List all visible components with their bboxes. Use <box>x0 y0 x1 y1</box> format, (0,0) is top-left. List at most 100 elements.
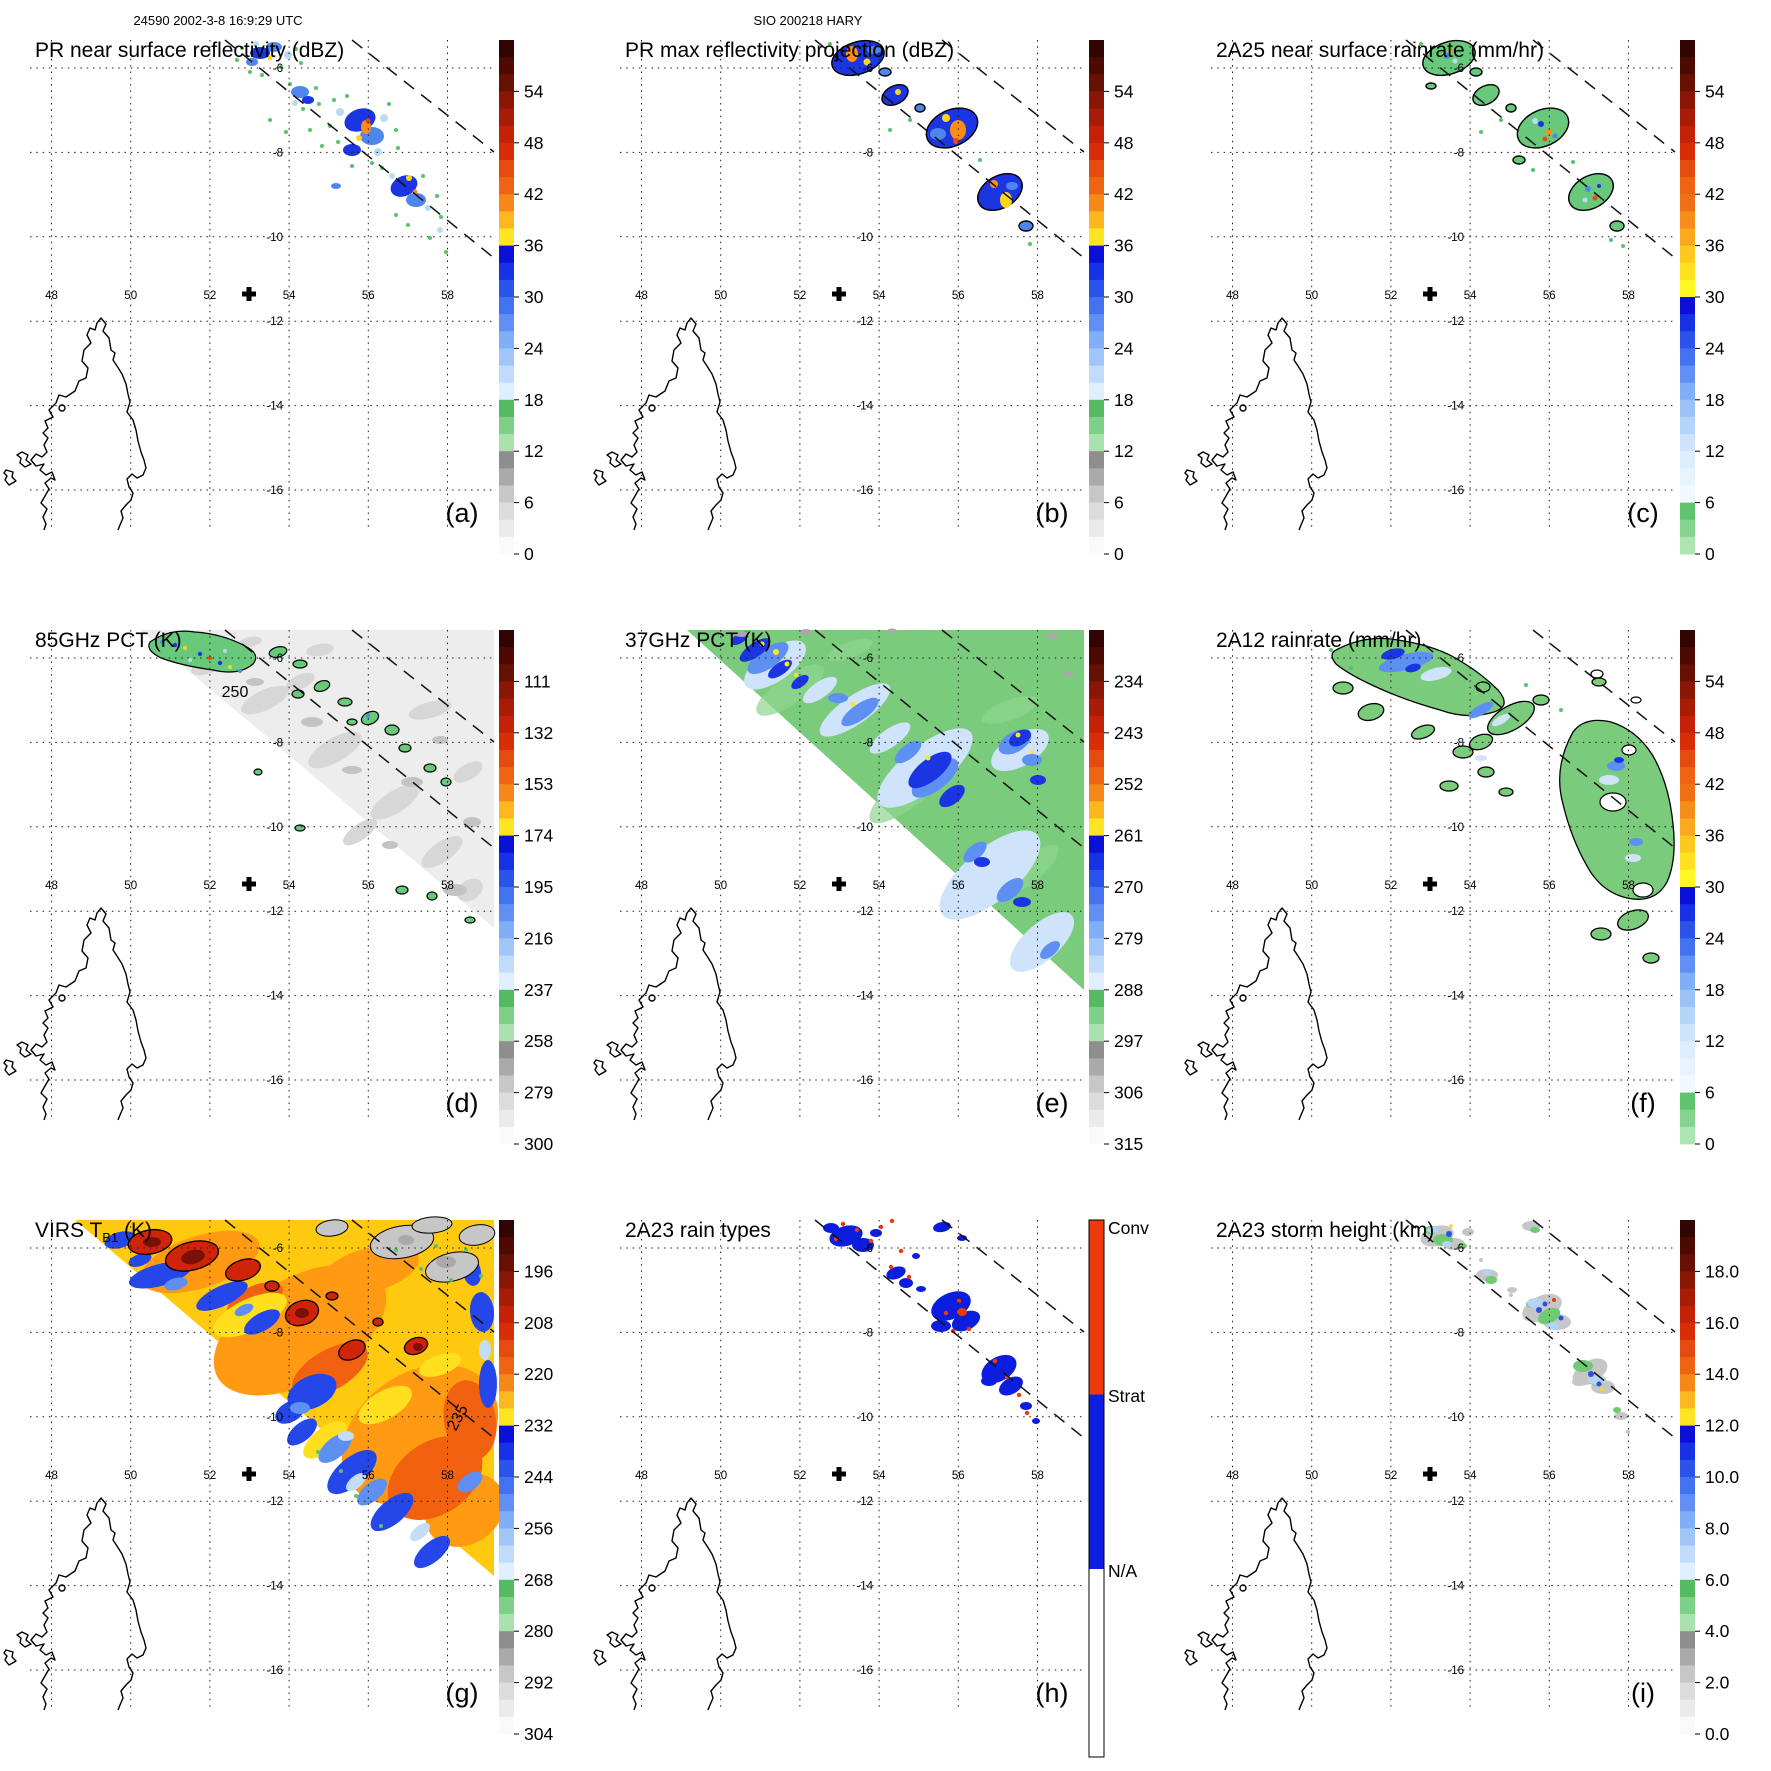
lat-label: -12 <box>266 316 283 328</box>
panel-i-art <box>1420 1221 1630 1434</box>
colorbar-segment <box>1089 194 1104 212</box>
colorbar-segment <box>1680 1665 1695 1683</box>
colorbar-segment <box>499 177 514 195</box>
colorbar-segment <box>499 536 514 555</box>
lat-label: -8 <box>1454 737 1464 749</box>
colorbar-segment <box>499 972 514 991</box>
colorbar-segment <box>499 801 514 819</box>
panel-b-letter: (b) <box>1036 498 1069 528</box>
colorbar-tick-label: 30 <box>1114 287 1134 307</box>
lat-label: -14 <box>856 1581 873 1593</box>
colorbar-segment <box>499 715 514 734</box>
lon-label: 50 <box>124 290 137 302</box>
colorbar-segment <box>1680 519 1695 538</box>
colorbar-segment <box>1680 1006 1695 1025</box>
colorbar-segment <box>1089 177 1104 195</box>
lon-label: 48 <box>45 1470 58 1482</box>
colorbar-segment <box>1089 664 1104 682</box>
colorbar-tick-label: 0 <box>1114 544 1124 564</box>
colorbar-tick-label: 18 <box>524 390 543 410</box>
lat-label: -6 <box>863 63 873 75</box>
colorbar-segment <box>1680 818 1695 836</box>
panel-i-colorbar: 18.0 16.0 14.0 12.0 10.0 8.0 6.0 4.0 2.0 0.0 <box>1680 1220 1739 1744</box>
colorbar-segment <box>1089 801 1104 819</box>
colorbar-segment <box>1089 869 1104 888</box>
colorbar-segment <box>499 1511 514 1529</box>
colorbar-segment <box>1680 108 1695 127</box>
colorbar-segment <box>499 1075 514 1093</box>
colorbar-segment <box>499 1545 514 1564</box>
lon-label: 48 <box>45 290 58 302</box>
lon-label: 52 <box>794 1470 807 1482</box>
lat-label: -8 <box>863 1327 873 1339</box>
header-right: SIO 200218 HARY <box>753 13 863 28</box>
colorbar-segment <box>499 228 514 246</box>
colorbar-segment <box>1089 365 1104 384</box>
lon-label: 58 <box>1031 1470 1044 1482</box>
colorbar-segment <box>499 681 514 699</box>
colorbar-segment <box>1089 1024 1104 1042</box>
lat-label: -8 <box>1454 1327 1464 1339</box>
header-left: 24590 2002-3-8 16:9:29 UTC <box>133 13 303 28</box>
colorbar-segment <box>1089 468 1104 486</box>
colorbar-segment <box>1089 211 1104 229</box>
colorbar-segment <box>1089 279 1104 298</box>
colorbar-segment <box>499 159 514 178</box>
lon-label: 54 <box>1464 1470 1477 1482</box>
colorbar-segment <box>1680 1477 1695 1495</box>
lat-label: -10 <box>1447 232 1464 244</box>
colorbar-segment <box>499 835 514 854</box>
colorbar-tick-label: 292 <box>524 1673 553 1693</box>
colorbar-segment <box>1680 399 1695 418</box>
panel-a: 48 50 52 54 56 58 -6 -8 -10 -12 -14 -16 PR near surf… <box>0 0 590 590</box>
colorbar-segment <box>1089 1075 1104 1093</box>
colorbar-tick-label: 306 <box>1114 1083 1143 1103</box>
lat-label: -16 <box>1447 1075 1464 1087</box>
colorbar-label: Conv <box>1108 1218 1149 1238</box>
colorbar-segment <box>499 938 514 956</box>
colorbar-tick-label: 54 <box>1705 81 1725 101</box>
colorbar-segment <box>1680 1126 1695 1145</box>
colorbar-tick-label: 153 <box>524 774 553 794</box>
colorbar-segment <box>499 767 514 785</box>
colorbar-segment <box>1680 485 1695 503</box>
colorbar-segment <box>1680 451 1695 469</box>
colorbar-segment <box>1680 1511 1695 1529</box>
colorbar-segment <box>499 348 514 366</box>
colorbar-segment <box>1680 1058 1695 1076</box>
panel-i-axes: 48 50 52 54 56 58 -6 -8 -10 -12 -14 -16 2A23 storm h… <box>1184 1219 1677 1711</box>
panel-f-axes: 48 50 52 54 56 58 -6 -8 -10 -12 -14 -16 2A12 rainrat… <box>1184 629 1677 1121</box>
colorbar-segment <box>499 468 514 486</box>
colorbar-tick-label: 12 <box>1705 1031 1724 1051</box>
colorbar-segment <box>499 1648 514 1666</box>
colorbar-tick-label: 48 <box>1705 133 1724 153</box>
colorbar-segment <box>1680 664 1695 682</box>
lon-label: 54 <box>873 290 886 302</box>
colorbar-segment <box>1680 40 1695 58</box>
colorbar-segment <box>1680 262 1695 281</box>
colorbar-segment <box>1089 485 1104 503</box>
colorbar-segment <box>1680 177 1695 195</box>
colorbar-segment <box>1089 681 1104 699</box>
lat-label: -12 <box>266 1496 283 1508</box>
panel-c-art <box>1419 39 1625 248</box>
panel-h-title: 2A23 rain types <box>625 1219 771 1242</box>
colorbar-tick-label: 48 <box>1114 133 1133 153</box>
lon-label: 50 <box>124 1470 137 1482</box>
colorbar-segment <box>499 1271 514 1289</box>
colorbar-segment <box>499 1528 514 1546</box>
panel-f-title: 2A12 rainrate (mm/hr) <box>1216 629 1421 652</box>
colorbar-segment <box>499 1682 514 1701</box>
colorbar-tick-label: 48 <box>1705 723 1724 743</box>
colorbar-tick-label: 6 <box>1114 493 1124 513</box>
lat-label: -10 <box>856 232 873 244</box>
panel-g-colorbar: 196 208 220 232 244 256 268 280 292 304 <box>499 1220 553 1744</box>
lat-label: -10 <box>856 1412 873 1424</box>
colorbar-segment <box>1089 125 1104 144</box>
colorbar-segment <box>499 1579 514 1598</box>
lon-label: 52 <box>794 290 807 302</box>
colorbar-tick-label: 220 <box>524 1364 553 1384</box>
colorbar-tick-label: 14.0 <box>1705 1364 1739 1384</box>
coastline <box>593 1497 737 1711</box>
lon-label: 50 <box>124 880 137 892</box>
